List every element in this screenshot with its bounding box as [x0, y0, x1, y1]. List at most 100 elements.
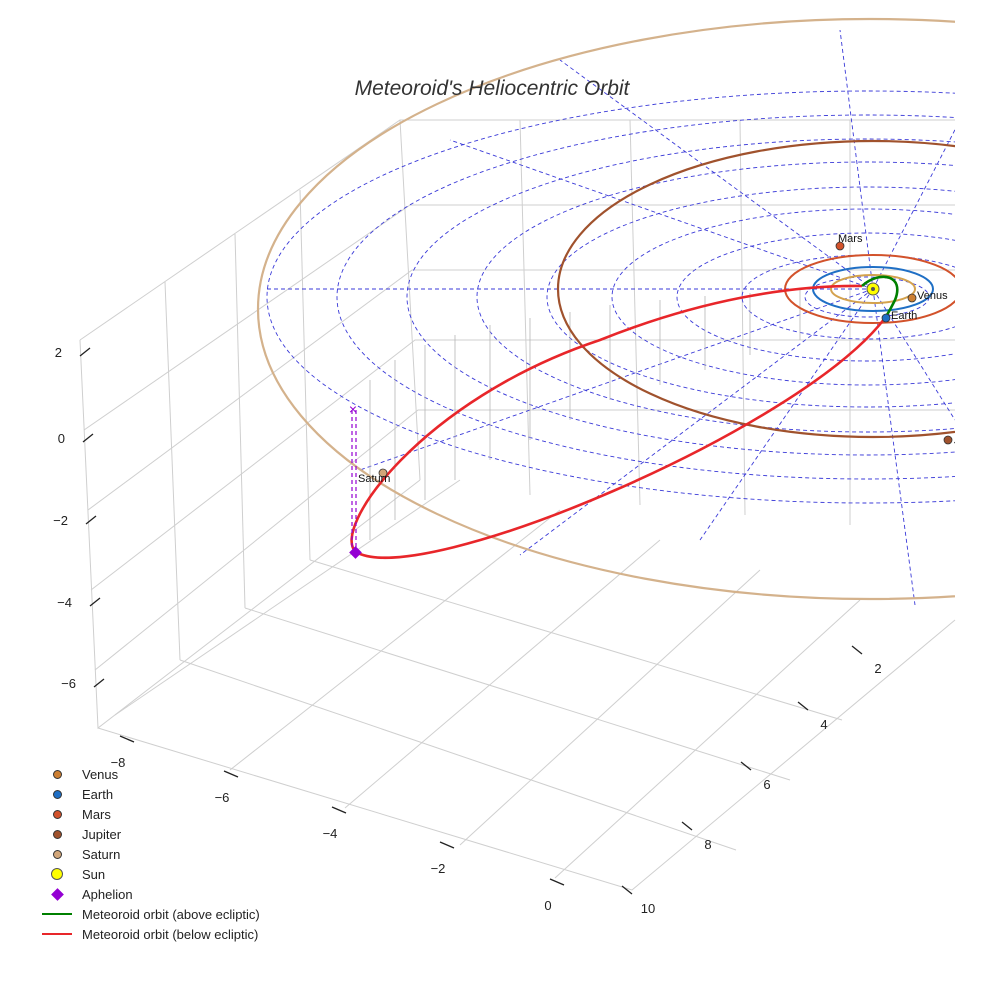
- ecliptic-ring: [676, 232, 955, 362]
- planet-label-saturn: Saturn: [358, 473, 390, 485]
- ecliptic-spoke: [839, 29, 874, 290]
- orbit-jupiter: [556, 139, 955, 439]
- z-tick-mark: [82, 433, 94, 443]
- legend-label: Mars: [82, 806, 111, 822]
- z-tick-label: 0: [58, 431, 65, 446]
- legend: Venus Earth Mars Jupiter Saturn Sun Aphelion Me…: [40, 764, 260, 944]
- y-tick-label: 6: [763, 777, 770, 792]
- ecliptic-spoke: [359, 288, 874, 471]
- z-tick-label: −2: [53, 513, 68, 528]
- y-tick-label: 2: [874, 661, 881, 676]
- x-axis-ticks: −8 −6 −4 −2 0: [111, 735, 565, 913]
- ecliptic-spoke: [872, 128, 955, 290]
- legend-symbol-icon: [40, 804, 74, 824]
- planet-label-jupiter: Jup: [954, 435, 972, 447]
- legend-item: Meteoroid orbit (above ecliptic): [40, 904, 260, 924]
- ecliptic-spoke: [872, 288, 916, 606]
- ecliptic-spoke: [449, 139, 874, 290]
- legend-symbol-icon: [40, 844, 74, 864]
- y-tick-mark: [851, 645, 863, 655]
- sun-center: [871, 287, 875, 291]
- legend-label: Jupiter: [82, 826, 122, 842]
- legend-item: Saturn: [40, 844, 260, 864]
- ecliptic-ring: [546, 186, 955, 408]
- ecliptic-ring: [266, 90, 955, 504]
- x-tick-mark: [549, 878, 565, 886]
- x-tick-label: −2: [431, 861, 446, 876]
- x-tick-mark: [331, 806, 347, 814]
- planet-mars: [835, 241, 845, 251]
- ecliptic-spoke: [872, 288, 955, 421]
- planet-label-mars: Mars: [838, 233, 863, 245]
- meteoroid-below: [350, 284, 887, 559]
- orbit-saturn: [257, 17, 955, 601]
- z-tick-mark: [85, 515, 97, 525]
- legend-item: Jupiter: [40, 824, 260, 844]
- ecliptic-grid: [265, 29, 955, 606]
- drop-lines: [369, 290, 801, 540]
- ecliptic-ring: [406, 138, 955, 456]
- y-tick-mark: [740, 761, 752, 771]
- planet-venus: [907, 293, 917, 303]
- legend-symbol-icon: [40, 864, 74, 884]
- x-tick-label: −4: [323, 826, 338, 841]
- ecliptic-ring: [611, 208, 955, 386]
- y-tick-mark: [797, 701, 809, 711]
- z-axis-ticks: 2 0 −2 −4 −6: [53, 345, 105, 691]
- z-tick-label: −6: [61, 676, 76, 691]
- y-tick-label: 4: [820, 717, 827, 732]
- legend-symbol-icon: [40, 784, 74, 804]
- orbit-venus: [830, 274, 916, 304]
- legend-label: Meteoroid orbit (below ecliptic): [82, 926, 259, 942]
- ecliptic-ring: [476, 161, 955, 433]
- legend-label: Sun: [82, 866, 106, 882]
- z-tick-mark: [79, 347, 91, 357]
- legend-label: Aphelion: [82, 886, 133, 902]
- x-tick-mark: [119, 735, 135, 743]
- legend-item: Aphelion: [40, 884, 260, 904]
- legend-label: Earth: [82, 786, 114, 802]
- z-tick-label: 2: [55, 345, 62, 360]
- y-tick-mark: [681, 821, 693, 831]
- x-tick-mark: [439, 841, 455, 849]
- ecliptic-spoke: [559, 59, 874, 290]
- legend-item: Venus: [40, 764, 260, 784]
- legend-label: Meteoroid orbit (above ecliptic): [82, 906, 260, 922]
- legend-label: Venus: [82, 766, 119, 782]
- legend-symbol-icon: [40, 884, 74, 904]
- legend-symbol-icon: [40, 924, 74, 944]
- legend-item: Mars: [40, 804, 260, 824]
- legend-item: Meteoroid orbit (below ecliptic): [40, 924, 260, 944]
- z-tick-mark: [89, 597, 101, 607]
- x-tick-mark: [223, 770, 239, 778]
- legend-label: Saturn: [82, 846, 121, 862]
- y-tick-label: 8: [704, 837, 711, 852]
- meteoroid-orbit: [350, 275, 899, 559]
- ecliptic-spoke: [699, 288, 874, 541]
- z-tick-mark: [93, 678, 105, 688]
- legend-symbol-icon: [40, 764, 74, 784]
- legend-symbol-icon: [40, 904, 74, 924]
- ecliptic-ring: [336, 114, 955, 480]
- y-axis-ticks: 2 4 6 8 10: [621, 645, 882, 916]
- legend-item: Sun: [40, 864, 260, 884]
- legend-item: Earth: [40, 784, 260, 804]
- planet-saturn: [378, 468, 388, 478]
- planet-earth: [881, 313, 891, 323]
- chart-title: Meteoroid's Heliocentric Orbit: [355, 77, 631, 100]
- x-tick-label: −6: [215, 790, 230, 805]
- y-tick-label: 10: [641, 901, 655, 916]
- ecliptic-spoke: [519, 288, 874, 556]
- orbit-mars: [784, 254, 955, 324]
- planet-label-earth: Earth: [891, 310, 917, 322]
- planet-label-venus: Venus: [917, 290, 948, 302]
- z-tick-label: −4: [57, 595, 72, 610]
- planet-orbits: [257, 17, 955, 601]
- x-tick-label: 0: [544, 898, 551, 913]
- planet-jupiter: [943, 435, 953, 445]
- x-tick-label: −8: [111, 755, 126, 770]
- aphelion-projection-icon: ×: [349, 401, 357, 417]
- legend-symbol-icon: [40, 824, 74, 844]
